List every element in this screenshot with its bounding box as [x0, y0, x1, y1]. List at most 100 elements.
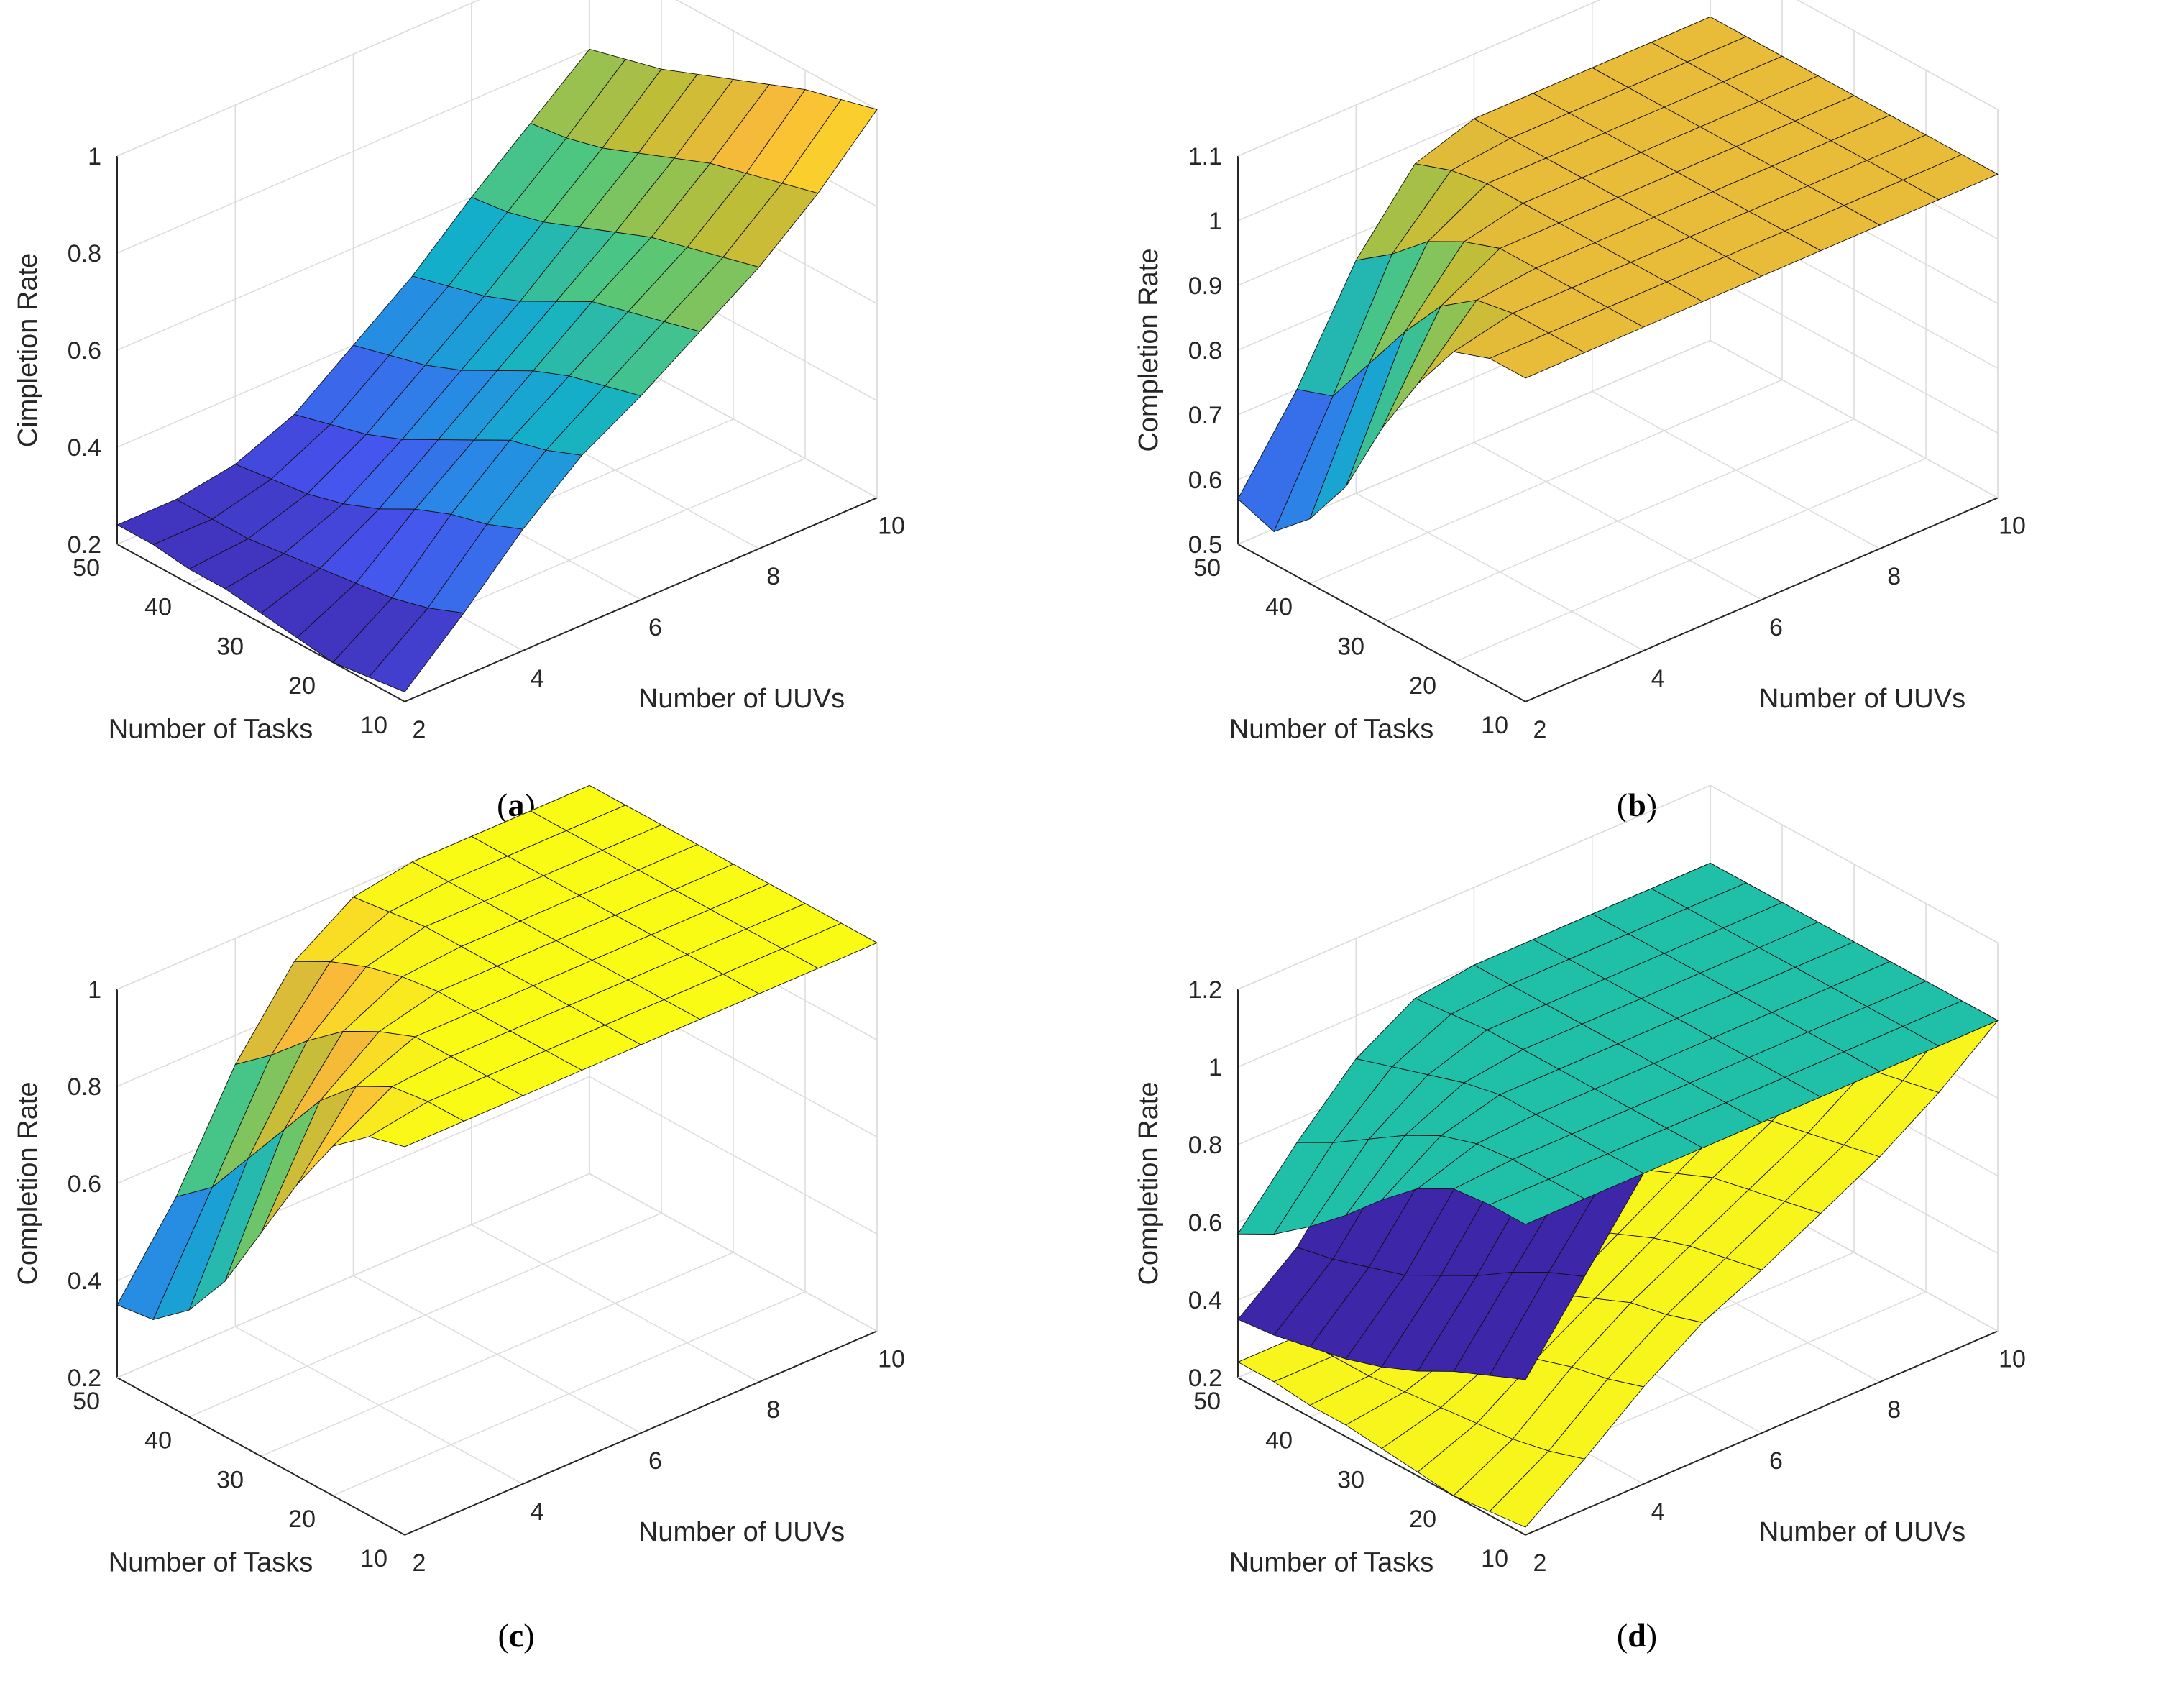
surface-completion-c: [116, 784, 878, 1320]
x-tick-label: 6: [648, 614, 662, 641]
y-tick-label: 10: [1481, 1545, 1508, 1572]
z-tick-label: 0.4: [68, 1268, 101, 1295]
y-axis-label: Number of Tasks: [109, 1547, 313, 1577]
x-tick-label: 10: [1999, 1345, 2026, 1373]
x-tick-label: 8: [766, 563, 780, 590]
x-tick-label: 6: [1769, 614, 1783, 641]
z-tick-label: 0.6: [68, 337, 101, 365]
z-tick-label: 0.8: [1188, 1132, 1222, 1159]
y-tick-label: 40: [144, 1427, 172, 1455]
x-tick-label: 8: [766, 1396, 780, 1424]
x-tick-label: 8: [1887, 1396, 1901, 1424]
surface-teal-surface-d: [1237, 862, 1999, 1235]
surface-patch: [116, 1186, 213, 1320]
z-tick-label: 0.2: [68, 1365, 101, 1392]
axis-edge: [1237, 0, 1601, 157]
z-tick-label: 0.2: [1188, 1365, 1222, 1392]
y-tick-label: 20: [1409, 1506, 1436, 1533]
axis-edge: [116, 1173, 590, 1378]
chart-panel-a: 0.2 0.4 0.6 0.8 1 10 20 30 40 50 2 4 6 8 10 Cimpletion …: [13, 0, 905, 823]
z-tick-label: 1: [88, 143, 101, 170]
x-tick-label: 2: [413, 716, 426, 743]
y-tick-label: 40: [144, 594, 172, 621]
z-tick-label: 1: [88, 976, 101, 1004]
y-tick-label: 10: [360, 1545, 387, 1572]
axis-edge: [404, 497, 878, 702]
x-tick-label: 4: [531, 665, 544, 692]
y-tick-label: 50: [1193, 554, 1221, 582]
x-tick-label: 4: [531, 1498, 544, 1526]
axis-edge: [676, 0, 878, 110]
y-tick-label: 50: [1193, 1388, 1221, 1415]
axis-edge: [1525, 1330, 1999, 1536]
axis-edge: [1237, 784, 1711, 990]
y-tick-label: 10: [360, 712, 387, 739]
z-axis-label: Completion Rate: [1134, 1081, 1164, 1285]
y-axis-label: Number of Tasks: [109, 714, 313, 744]
y-tick-label: 20: [288, 1506, 316, 1533]
z-axis-label: Cimpletion Rate: [13, 253, 43, 447]
x-axis-label: Number of UUVs: [1759, 1517, 1965, 1547]
z-axis-label: Completion Rate: [1134, 248, 1164, 452]
y-axis-label: Number of Tasks: [1229, 1547, 1433, 1577]
surface-patch: [1237, 1142, 1334, 1235]
x-tick-label: 4: [1651, 1498, 1665, 1526]
axis-edge: [1525, 497, 1999, 702]
x-axis-label: Number of UUVs: [638, 684, 845, 714]
panel-caption: (d): [1617, 1617, 1657, 1654]
y-tick-label: 10: [1481, 712, 1508, 739]
z-tick-label: 0.2: [68, 531, 101, 559]
x-tick-label: 4: [1651, 665, 1665, 692]
axis-box-c: [116, 784, 878, 1536]
axis-edge: [1710, 339, 1999, 498]
z-tick-label: 0.6: [1188, 467, 1222, 494]
y-tick-label: 30: [216, 1466, 244, 1493]
z-tick-label: 0.5: [1188, 531, 1222, 559]
y-tick-label: 40: [1265, 594, 1293, 621]
z-tick-label: 0.4: [1188, 1287, 1222, 1314]
axis-edge: [1710, 784, 1999, 943]
chart-panel-c: 0.2 0.4 0.6 0.8 1 10 20 30 40 50 2 4 6 8 10 Completion …: [13, 784, 905, 1654]
z-tick-label: 1: [1208, 1054, 1222, 1081]
y-tick-label: 30: [1337, 633, 1364, 660]
z-tick-label: 0.8: [68, 240, 101, 267]
axis-edge: [1797, 0, 1999, 110]
x-tick-label: 6: [1769, 1447, 1783, 1475]
z-tick-label: 0.6: [68, 1171, 101, 1198]
axis-edge: [116, 0, 480, 157]
axis-edge: [589, 1173, 878, 1332]
y-tick-label: 50: [73, 554, 100, 582]
z-tick-label: 0.7: [1188, 402, 1222, 429]
x-tick-label: 8: [1887, 563, 1901, 590]
chart-panel-b: 0.5 0.6 0.7 0.8 0.9 1 1.1 10 20 30 40 50 2 4 6 8 10 Compl…: [1134, 0, 2026, 823]
panel-caption: (b): [1617, 787, 1657, 823]
tick-labels-c: 0.2 0.4 0.6 0.8 1 10 20 30 40 50 2 4 6 8 10: [68, 976, 905, 1577]
surface-completion-b: [1237, 16, 1999, 532]
axis-edge: [404, 1330, 878, 1536]
axis-edge: [1237, 544, 1526, 702]
surface-patch: [116, 499, 213, 545]
y-tick-label: 20: [288, 672, 316, 700]
z-tick-label: 0.6: [1188, 1209, 1222, 1237]
z-axis-label: Completion Rate: [13, 1081, 43, 1285]
y-tick-label: 30: [216, 633, 244, 660]
x-axis-label: Number of UUVs: [638, 1517, 845, 1547]
tick-labels-b: 0.5 0.6 0.7 0.8 0.9 1 1.1 10 20 30 40 50 2 4 6 8 10: [1188, 143, 2026, 743]
axis-edge: [1237, 1377, 1526, 1536]
chart-panel-d: 0.2 0.4 0.6 0.8 1 1.2 10 20 30 40 50 2 4 6 8 10 Completi…: [1134, 784, 2026, 1654]
surface-patch: [1237, 1247, 1334, 1336]
x-tick-label: 10: [1999, 512, 2026, 539]
y-tick-label: 30: [1337, 1466, 1364, 1493]
x-tick-label: 2: [1533, 716, 1547, 743]
tick-labels-d: 0.2 0.4 0.6 0.8 1 1.2 10 20 30 40 50 2 4 6 8 10: [1188, 976, 2026, 1577]
x-tick-label: 2: [1533, 1549, 1547, 1577]
z-tick-label: 1.2: [1188, 976, 1222, 1004]
z-tick-label: 0.8: [1188, 337, 1222, 365]
x-tick-label: 10: [878, 1345, 905, 1373]
panel-caption: (a): [497, 787, 536, 823]
x-tick-label: 6: [648, 1447, 662, 1475]
z-tick-label: 0.9: [1188, 272, 1222, 300]
x-tick-label: 2: [413, 1549, 426, 1577]
